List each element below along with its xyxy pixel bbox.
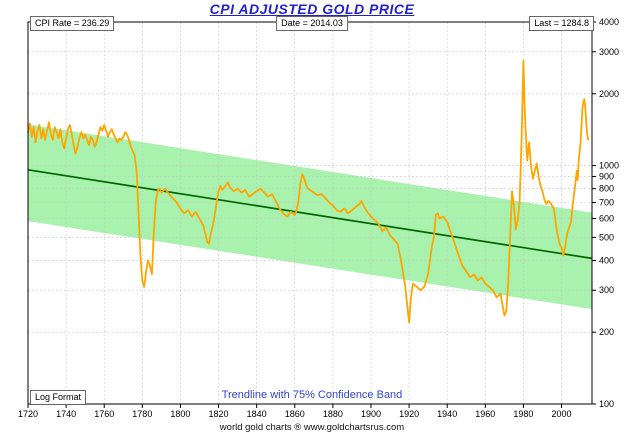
y-tick-label: 500 xyxy=(599,232,614,242)
x-tick-label: 1940 xyxy=(437,409,457,419)
y-tick-label: 600 xyxy=(599,213,614,223)
confidence-band xyxy=(28,124,592,310)
x-tick-label: 1720 xyxy=(18,409,38,419)
x-tick-label: 1960 xyxy=(475,409,495,419)
x-tick-label: 1900 xyxy=(361,409,381,419)
x-tick-label: 1800 xyxy=(170,409,190,419)
source-credit: world gold charts ® www.goldchartsrus.co… xyxy=(219,422,405,433)
y-tick-label: 4000 xyxy=(599,17,619,27)
x-tick-label: 1980 xyxy=(513,409,533,419)
y-tick-label: 1000 xyxy=(599,161,619,171)
x-tick-label: 1920 xyxy=(399,409,419,419)
y-tick-label: 700 xyxy=(599,197,614,207)
date-label: Date = 2014.03 xyxy=(276,16,348,31)
cpi-rate-label: CPI Rate = 236.29 xyxy=(30,16,115,31)
y-tick-label: 3000 xyxy=(599,47,619,57)
price-line xyxy=(27,59,590,324)
x-tick-label: 1860 xyxy=(285,409,305,419)
x-tick-label: 1880 xyxy=(323,409,343,419)
x-tick-label: 2000 xyxy=(551,409,571,419)
y-tick-label: 200 xyxy=(599,327,614,337)
x-tick-label: 1840 xyxy=(247,409,267,419)
trendline-caption: Trendline with 75% Confidence Band xyxy=(221,389,403,401)
y-tick-label: 800 xyxy=(599,184,614,194)
log-format-label: Log Format xyxy=(30,390,87,405)
trendline xyxy=(27,168,593,260)
y-tick-label: 300 xyxy=(599,285,614,295)
y-tick-label: 900 xyxy=(599,171,614,181)
x-tick-label: 1740 xyxy=(56,409,76,419)
y-tick-label: 400 xyxy=(599,255,614,265)
last-price-label: Last = 1284.8 xyxy=(529,16,594,31)
x-tick-label: 1760 xyxy=(94,409,114,419)
x-tick-label: 1780 xyxy=(132,409,152,419)
y-tick-label: 100 xyxy=(599,399,614,409)
x-tick-label: 1820 xyxy=(209,409,229,419)
y-tick-label: 2000 xyxy=(599,89,619,99)
page-title: CPI ADJUSTED GOLD PRICE xyxy=(209,1,415,17)
